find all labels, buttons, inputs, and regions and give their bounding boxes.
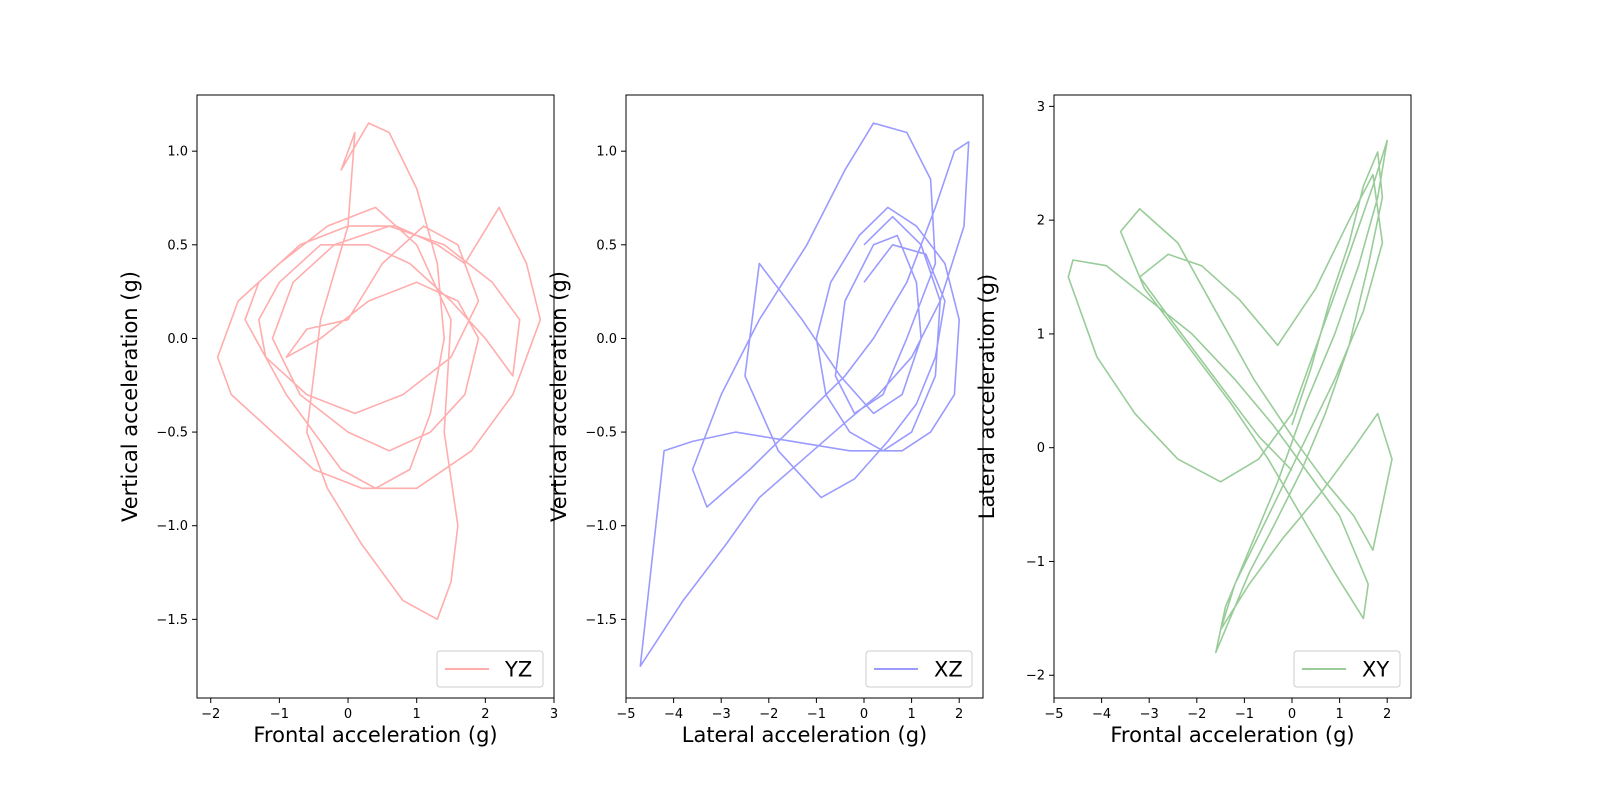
y-axis-label: Vertical acceleration (g) — [547, 271, 571, 522]
x-axis-label: Frontal acceleration (g) — [1110, 723, 1354, 747]
y-axis-label: Vertical acceleration (g) — [118, 271, 142, 522]
x-tick-label: −5 — [616, 707, 635, 722]
legend-label: XY — [1362, 658, 1389, 682]
chart-panel-xz: −5 −4 −3 −2 −1 0 1 2 −1.5 −1.0 −0.5 0.0 0.5 1.0 Latera… — [547, 94, 984, 747]
x-tick-label: −1 — [270, 707, 289, 722]
x-tick-label: −3 — [712, 707, 731, 722]
y-tick-label: 0.0 — [596, 332, 617, 347]
y-tick-label: 0.5 — [596, 238, 617, 253]
y-axis-label: Lateral acceleration (g) — [975, 274, 999, 520]
chart-panel-xy: −5 −4 −3 −2 −1 0 1 2 −2 −1 0 1 2 3 Frontal acceleratio… — [975, 94, 1412, 747]
x-tick-label: 3 — [550, 707, 558, 722]
series-line-xy — [1067, 139, 1393, 654]
x-tick-label: −2 — [201, 707, 220, 722]
y-tick-label: −2 — [1026, 669, 1045, 684]
axes-frame — [625, 94, 984, 699]
y-tick-label: 1.0 — [596, 145, 617, 160]
y-tick-label: 3 — [1037, 100, 1045, 115]
x-tick-label: 2 — [481, 707, 489, 722]
legend: XZ — [865, 650, 973, 688]
y-tick-label: −1.0 — [585, 519, 617, 534]
legend-label: XZ — [934, 658, 963, 682]
y-tick-label: 1 — [1037, 327, 1045, 342]
y-tick-label: −0.5 — [585, 426, 617, 441]
y-tick-label: −1.0 — [156, 519, 188, 534]
y-tick-label: 0.5 — [167, 238, 188, 253]
x-tick-label: −5 — [1044, 707, 1063, 722]
x-tick-label: 1 — [907, 707, 915, 722]
x-tick-label: −2 — [759, 707, 778, 722]
x-axis-label: Frontal acceleration (g) — [253, 723, 497, 747]
axes-frame — [196, 94, 555, 699]
y-tick-label: 0.0 — [167, 332, 188, 347]
x-tick-label: 0 — [860, 707, 868, 722]
x-tick-label: 0 — [1288, 707, 1296, 722]
series-line-xz — [639, 122, 970, 668]
y-tick-label: −1.5 — [585, 613, 617, 628]
y-tick-label: −0.5 — [156, 426, 188, 441]
y-tick-label: 1.0 — [167, 145, 188, 160]
series-line-yz — [216, 122, 542, 621]
y-tick-label: 0 — [1037, 441, 1045, 456]
x-tick-label: 1 — [1335, 707, 1343, 722]
legend-box — [1293, 650, 1401, 688]
chart-panel-yz: −2 −1 0 1 2 3 −1.5 −1.0 −0.5 0.0 0.5 1.0 Frontal acc… — [118, 94, 558, 747]
legend-label: YZ — [504, 658, 532, 682]
x-tick-label: 2 — [955, 707, 963, 722]
legend: XY — [1293, 650, 1401, 688]
x-tick-label: −3 — [1140, 707, 1159, 722]
x-tick-label: 1 — [413, 707, 421, 722]
legend-box — [436, 650, 544, 688]
x-tick-label: −1 — [1235, 707, 1254, 722]
x-axis-label: Lateral acceleration (g) — [682, 723, 928, 747]
y-tick-label: −1.5 — [156, 613, 188, 628]
x-tick-label: 2 — [1383, 707, 1391, 722]
x-tick-label: −4 — [664, 707, 683, 722]
x-tick-label: 0 — [344, 707, 352, 722]
legend-box — [865, 650, 973, 688]
legend: YZ — [436, 650, 544, 688]
y-tick-label: −1 — [1026, 555, 1045, 570]
x-tick-label: −1 — [807, 707, 826, 722]
y-tick-label: 2 — [1037, 214, 1045, 229]
axes-frame — [1053, 94, 1412, 699]
x-tick-label: −4 — [1092, 707, 1111, 722]
x-tick-label: −2 — [1187, 707, 1206, 722]
